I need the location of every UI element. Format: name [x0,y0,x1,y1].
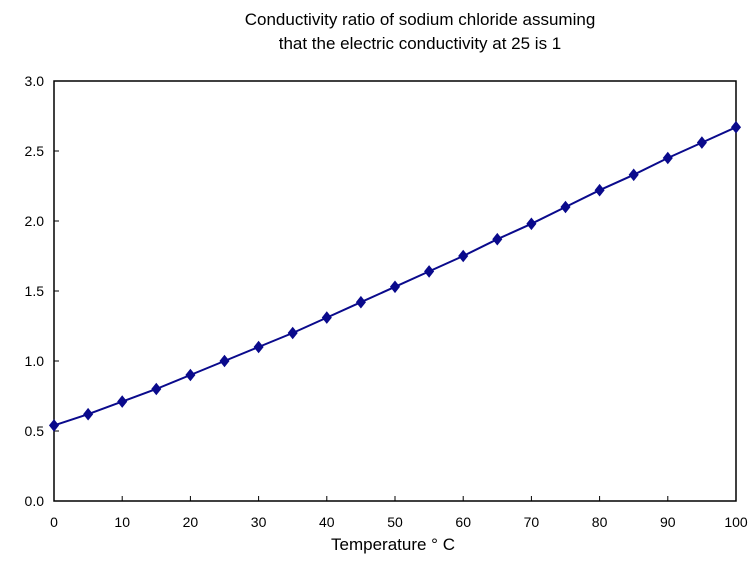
y-tick-label: 0.0 [25,493,45,509]
x-tick-label: 70 [524,514,540,530]
x-tick-label: 10 [114,514,130,530]
chart-title-line-1: Conductivity ratio of sodium chloride as… [244,10,596,29]
data-point-marker [662,151,673,165]
y-tick-label: 1.0 [25,353,45,369]
y-axis: 0.0 0.5 1.0 1.5 2.0 2.5 3.0 [25,73,59,509]
y-tick-label: 0.5 [25,423,45,439]
data-point-marker [594,183,605,197]
x-tick-label: 30 [251,514,267,530]
x-axis: 0 10 20 30 40 50 60 70 80 90 100 [50,496,748,530]
x-tick-label: 50 [387,514,403,530]
y-tick-label: 2.0 [25,213,45,229]
data-point-marker [696,136,707,149]
data-point-marker [321,311,332,324]
x-tick-label: 0 [50,514,58,530]
data-point-marker [287,326,298,340]
y-tick-label: 2.5 [25,143,45,159]
x-tick-label: 80 [592,514,608,530]
chart-title-line-2: that the electric conductivity at 25 is … [278,34,562,53]
x-axis-label: Temperature ° C [331,535,455,554]
data-point-marker [117,395,128,408]
x-tick-label: 100 [724,514,748,530]
x-tick-label: 40 [319,514,335,530]
data-point-marker [424,265,435,278]
data-point-marker [458,249,469,263]
y-tick-label: 1.5 [25,283,45,299]
data-point-marker [48,419,60,432]
data-point-marker [185,368,196,382]
data-point-marker [628,168,639,182]
x-tick-label: 60 [455,514,471,530]
data-point-marker [151,382,162,396]
data-point-marker [83,407,94,421]
data-point-marker [492,232,503,246]
series-group [48,120,742,432]
data-point-marker [730,120,742,134]
y-tick-label: 3.0 [25,73,45,89]
data-point-marker [219,354,230,368]
data-point-marker [355,295,366,309]
data-point-marker [253,340,264,354]
x-tick-label: 90 [660,514,676,530]
data-point-marker [389,280,401,294]
data-point-marker [560,200,571,214]
x-tick-label: 20 [183,514,199,530]
data-point-marker [526,217,537,231]
